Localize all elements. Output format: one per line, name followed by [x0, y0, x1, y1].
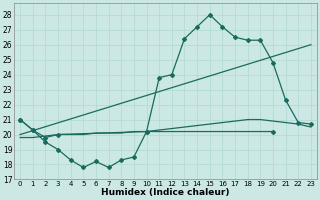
X-axis label: Humidex (Indice chaleur): Humidex (Indice chaleur) — [101, 188, 230, 197]
